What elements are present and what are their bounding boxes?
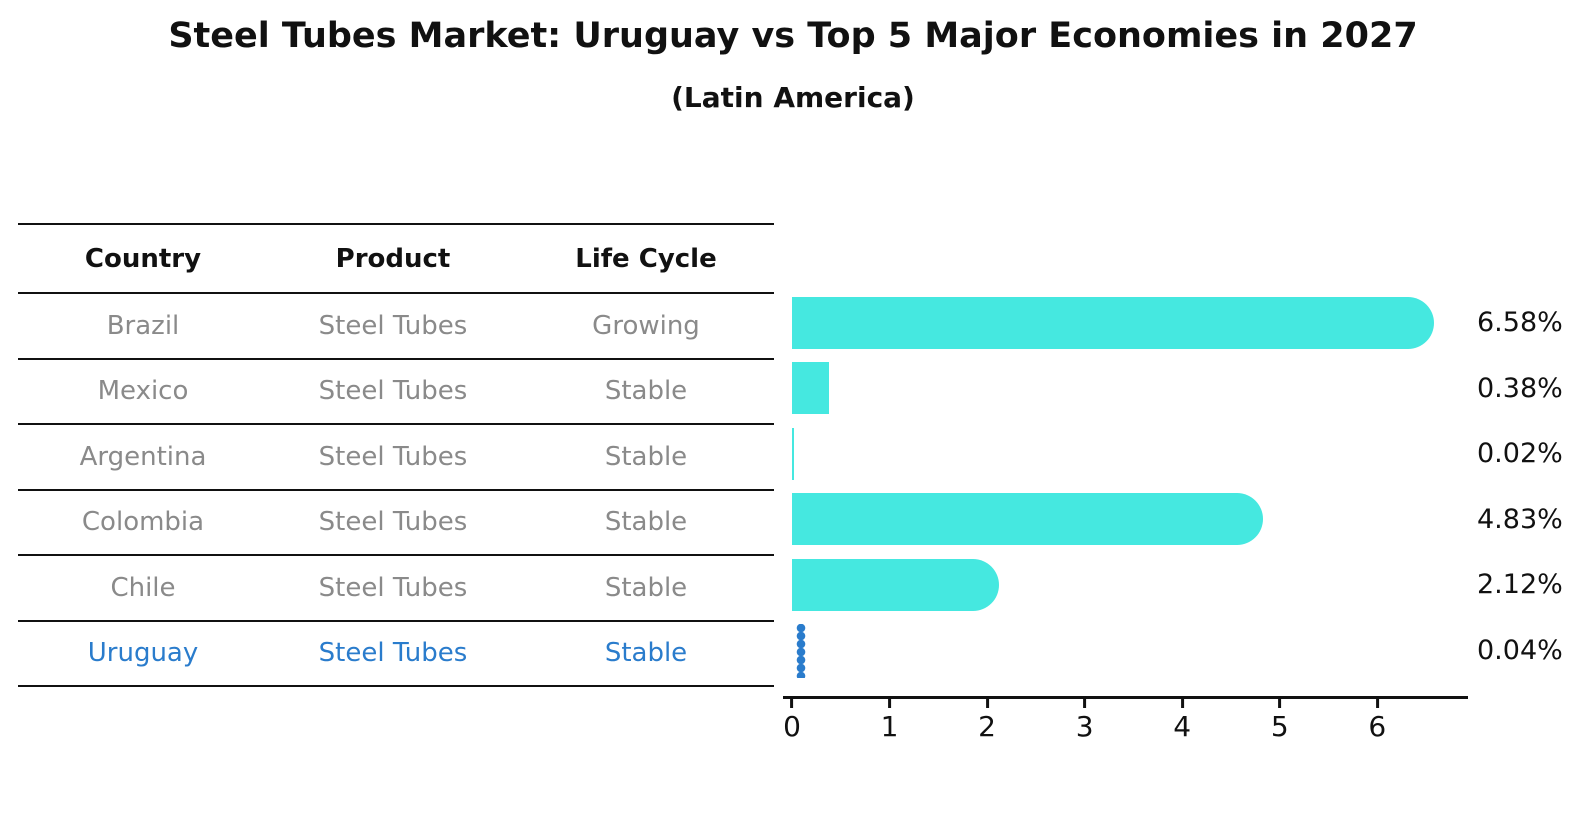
table-row-uruguay: Uruguay Steel Tubes Stable (18, 622, 774, 687)
bar-plot-area (792, 290, 1468, 683)
product-cell: Steel Tubes (318, 638, 468, 669)
value-label-brazil: 6.58% (1477, 307, 1563, 338)
product-cell: Steel Tubes (318, 441, 468, 472)
x-axis: 0 1 2 3 4 5 6 (783, 699, 1468, 759)
bar-row (792, 421, 1468, 487)
tick-mark (1375, 699, 1379, 708)
tick-label: 0 (783, 710, 801, 743)
value-labels: 6.58% 0.38% 0.02% 4.83% 2.12% 0.04% (1477, 290, 1586, 683)
value-label-argentina: 0.02% (1477, 438, 1563, 469)
tick-label: 3 (1075, 710, 1094, 743)
x-tick: 1 (880, 699, 899, 743)
x-axis-line (783, 696, 1468, 699)
bar-argentina (792, 427, 794, 480)
tick-mark (790, 699, 794, 708)
life-cycle-cell: Stable (604, 507, 688, 538)
country-cell: Argentina (79, 441, 207, 472)
tick-label: 2 (978, 710, 997, 743)
product-cell: Steel Tubes (318, 507, 468, 538)
table-row-argentina: Argentina Steel Tubes Stable (18, 425, 774, 491)
tick-mark (1278, 699, 1282, 708)
value-label-chile: 2.12% (1477, 569, 1563, 600)
tick-label: 1 (880, 710, 899, 743)
value-label-colombia: 4.83% (1477, 503, 1563, 535)
tick-label: 4 (1173, 710, 1192, 743)
bar-mexico (792, 362, 830, 415)
country-cell: Brazil (106, 310, 180, 341)
x-tick: 0 (783, 699, 801, 743)
table-row-chile: Chile Steel Tubes Stable (18, 556, 774, 622)
x-tick: 5 (1271, 699, 1289, 743)
bar-row (792, 356, 1468, 422)
x-tick: 2 (978, 699, 996, 743)
table-row-brazil: Brazil Steel Tubes Growing (18, 294, 774, 360)
bar-row (792, 618, 1468, 684)
life-cycle-cell: Stable (604, 441, 688, 472)
table-header-row: Country Product Life Cycle (18, 223, 774, 294)
column-header-product: Product (335, 243, 451, 274)
bar-row (792, 487, 1468, 553)
value-label-uruguay: 0.04% (1477, 634, 1563, 666)
country-cell: Uruguay (87, 638, 199, 669)
product-cell: Steel Tubes (318, 310, 468, 341)
life-cycle-cell: Stable (604, 572, 688, 603)
page-title: Steel Tubes Market: Uruguay vs Top 5 Maj… (168, 16, 1418, 56)
bar-row (792, 290, 1468, 356)
tick-mark (1083, 699, 1087, 708)
product-cell: Steel Tubes (318, 572, 468, 603)
country-cell: Mexico (97, 376, 189, 407)
bar-brazil (792, 296, 1434, 349)
bar-row (792, 552, 1468, 618)
value-label-mexico: 0.38% (1477, 372, 1563, 404)
table-row-mexico: Mexico Steel Tubes Stable (18, 360, 774, 425)
page-subtitle: (Latin America) (671, 81, 915, 114)
life-cycle-cell: Stable (604, 638, 688, 669)
uruguay-dotted-marker (795, 623, 806, 678)
tick-label: 6 (1368, 710, 1387, 743)
x-tick: 3 (1076, 699, 1094, 743)
table-row-colombia: Colombia Steel Tubes Stable (18, 491, 774, 556)
column-header-country: Country (84, 243, 202, 274)
tick-mark (985, 699, 989, 708)
bar-chile (792, 558, 999, 611)
country-cell: Colombia (81, 507, 205, 538)
x-tick: 6 (1368, 699, 1386, 743)
life-cycle-cell: Growing (592, 310, 700, 341)
country-table: Country Product Life Cycle Brazil Steel … (18, 223, 774, 687)
bar-colombia (792, 493, 1264, 546)
tick-mark (888, 699, 892, 708)
x-tick: 4 (1173, 699, 1191, 743)
product-cell: Steel Tubes (318, 376, 468, 407)
column-header-life-cycle: Life Cycle (575, 243, 717, 274)
life-cycle-cell: Stable (604, 376, 688, 407)
country-cell: Chile (110, 572, 176, 603)
tick-mark (1180, 699, 1184, 708)
tick-label: 5 (1270, 710, 1289, 743)
